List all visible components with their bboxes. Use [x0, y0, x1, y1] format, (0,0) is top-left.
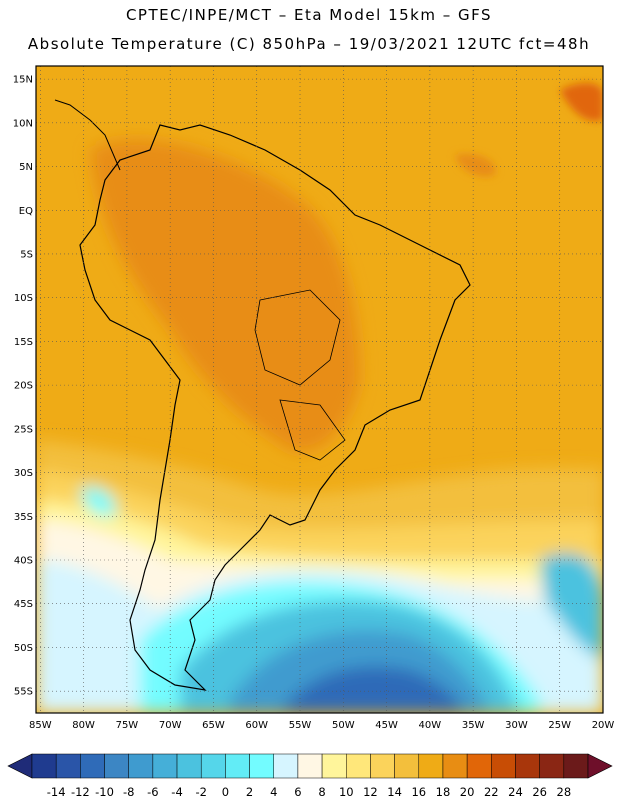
lat-label: 55S — [14, 687, 33, 698]
lat-label: 40S — [14, 555, 33, 566]
lat-label: 45S — [14, 599, 33, 610]
colorbar: -14 -12 -10 -8 -6 -4 -2 0 2 4 6 8 10 12 14 16 18 20 22 24 26… — [7, 753, 613, 799]
colorbar-segment — [104, 753, 129, 779]
colorbar-segment — [321, 753, 347, 779]
colorbar-segment — [418, 753, 444, 779]
lon-label: 45W — [375, 720, 398, 731]
colorbar-segment — [273, 753, 299, 779]
colorbar-label: -12 — [71, 785, 90, 799]
colorbar-label: 10 — [339, 785, 354, 799]
lon-label: 25W — [548, 720, 571, 731]
colorbar-segment — [152, 753, 178, 779]
colorbar-segment — [225, 753, 250, 779]
colorbar-label: -8 — [123, 785, 134, 799]
colorbar-segment — [539, 753, 565, 779]
lat-label: 5S — [20, 249, 33, 260]
title-line-2: Absolute Temperature (C) 850hPa – 19/03/… — [27, 35, 591, 53]
colorbar-label: 18 — [436, 785, 451, 799]
colorbar-segment — [80, 753, 105, 779]
lat-label: EQ — [19, 206, 33, 217]
lon-label: 35W — [462, 720, 485, 731]
colorbar-segment — [442, 753, 468, 779]
coastline — [54, 99, 471, 691]
colorbar-segment — [563, 753, 589, 779]
colorbar-segment — [297, 753, 323, 779]
lat-label: 10S — [14, 293, 33, 304]
colorbar-label: -10 — [95, 785, 114, 799]
colorbar-segment — [128, 753, 154, 779]
lon-label: 30W — [505, 720, 528, 731]
colorbar-segment — [394, 753, 420, 779]
lon-label: 65W — [202, 720, 225, 731]
colorbar-segment — [31, 753, 57, 779]
lon-label: 50W — [332, 720, 355, 731]
lat-label: 5N — [19, 162, 33, 173]
lon-label: 55W — [289, 720, 312, 731]
lon-label: 60W — [245, 720, 268, 731]
lat-label: 20S — [14, 381, 33, 392]
colorbar-segment — [249, 753, 274, 779]
lon-label: 40W — [419, 720, 442, 731]
lon-label: 80W — [72, 720, 95, 731]
colorbar-segment — [176, 753, 202, 779]
colorbar-over-arrow — [587, 753, 613, 779]
lat-label: 10N — [13, 118, 33, 129]
lon-label: 75W — [116, 720, 139, 731]
colorbar-label: 20 — [460, 785, 475, 799]
map-frame — [35, 65, 604, 714]
colorbar-label: 28 — [557, 785, 572, 799]
colorbar-label: 22 — [484, 785, 499, 799]
longitude-labels: 85W 80W 75W 70W 65W 60W 55W 50W 45W 40W 35W 30W 25W 2… — [29, 720, 614, 731]
lon-label: 85W — [29, 720, 52, 731]
colorbar-label: 14 — [387, 785, 402, 799]
colorbar-segment — [200, 753, 226, 779]
temperature-field — [36, 66, 603, 713]
colorbar-label: -4 — [171, 785, 182, 799]
colorbar-segment — [466, 753, 492, 779]
colorbar-label: -14 — [47, 785, 66, 799]
lon-label: 70W — [159, 720, 182, 731]
colorbar-label: 12 — [363, 785, 378, 799]
colorbar-label: 8 — [318, 785, 325, 799]
colorbar-label: 16 — [411, 785, 426, 799]
lat-label: 25S — [14, 424, 33, 435]
lat-label: 15S — [14, 337, 33, 348]
colorbar-label: 24 — [508, 785, 523, 799]
colorbar-label: -6 — [147, 785, 158, 799]
colorbar-segment — [55, 753, 81, 779]
colorbar-segment — [370, 753, 395, 779]
colorbar-segment — [491, 753, 516, 779]
title-line-1: CPTEC/INPE/MCT – Eta Model 15km – GFS — [125, 6, 493, 24]
colorbar-label: 26 — [532, 785, 547, 799]
colorbar-segment — [346, 753, 371, 779]
colorbar-segment — [515, 753, 540, 779]
colorbar-label: 0 — [222, 785, 229, 799]
colorbar-under-arrow — [7, 753, 33, 779]
lat-label: 50S — [14, 643, 33, 654]
lat-label: 30S — [14, 468, 33, 479]
lat-label: 15N — [13, 75, 33, 86]
colorbar-label: 6 — [294, 785, 301, 799]
latitude-labels: 15N 10N 5N EQ 5S 10S 15S 20S 25S 30S 35S 40S 45S 50S 5… — [13, 75, 33, 698]
colorbar-label: 4 — [270, 785, 277, 799]
colorbar-label: 2 — [246, 785, 253, 799]
lon-label: 20W — [592, 720, 615, 731]
colorbar-label: -2 — [195, 785, 206, 799]
lat-label: 35S — [14, 512, 33, 523]
graticule — [36, 66, 604, 713]
